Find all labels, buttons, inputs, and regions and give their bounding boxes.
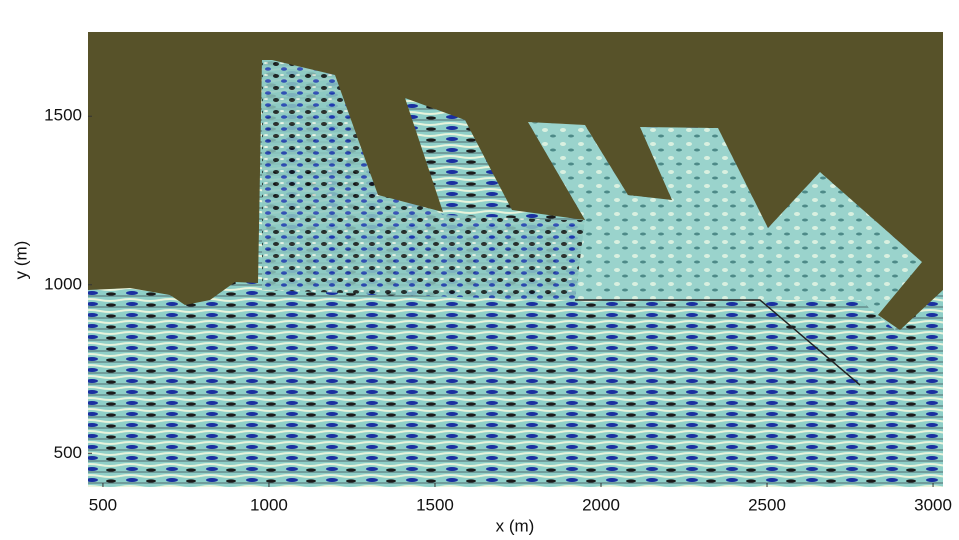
x-axis-label: x (m) bbox=[496, 516, 535, 535]
x-tick-label: 3000 bbox=[914, 495, 952, 514]
y-tick-label: 1000 bbox=[44, 274, 82, 293]
x-tick-label: 1500 bbox=[416, 495, 454, 514]
x-tick-label: 2500 bbox=[748, 495, 786, 514]
x-tick-label: 1000 bbox=[250, 495, 288, 514]
x-tick-label: 2000 bbox=[582, 495, 620, 514]
y-axis-label: y (m) bbox=[11, 241, 30, 280]
x-tick-label: 500 bbox=[89, 495, 117, 514]
axes: 500 1000 1500 2000 2500 3000 500 1000 1500 bbox=[44, 106, 952, 515]
plot-image bbox=[88, 32, 943, 487]
y-tick-label: 500 bbox=[54, 443, 82, 462]
y-tick-label: 1500 bbox=[44, 106, 82, 125]
